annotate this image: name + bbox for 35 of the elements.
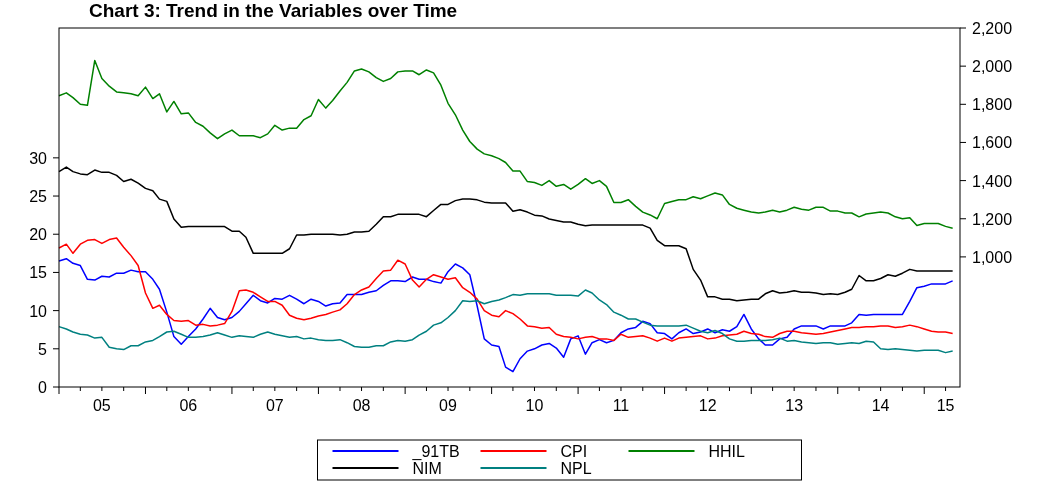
y-tick-label: 30 bbox=[29, 149, 48, 167]
chart-title: Chart 3: Trend in the Variables over Time bbox=[89, 0, 458, 21]
line-series bbox=[58, 289, 954, 354]
legend-label: _91TB bbox=[411, 443, 460, 461]
x-tick-label: 10 bbox=[525, 397, 544, 414]
y2-tick-label: 1,600 bbox=[972, 134, 1013, 152]
legend-label: NPL bbox=[560, 460, 592, 477]
y-tick-label: 15 bbox=[29, 264, 48, 282]
y2-tick-label: 1,200 bbox=[972, 210, 1013, 228]
x-tick-label: 06 bbox=[179, 397, 198, 414]
y2-tick-label: 1,800 bbox=[972, 96, 1013, 114]
y-tick-label: 0 bbox=[38, 379, 48, 396]
y2-tick-label: 2,000 bbox=[972, 58, 1013, 76]
y2-tick-label: 2,200 bbox=[972, 20, 1013, 37]
y-tick-label: 20 bbox=[29, 226, 48, 244]
y2-tick-label: 1,400 bbox=[972, 172, 1013, 190]
y-tick-label: 10 bbox=[29, 302, 48, 320]
x-tick-label: 11 bbox=[612, 397, 630, 414]
legend-label: HHIL bbox=[708, 443, 746, 460]
y2-tick-label: 1,000 bbox=[972, 248, 1013, 266]
y-tick-label: 25 bbox=[29, 188, 48, 206]
line-series bbox=[58, 59, 954, 230]
x-tick-label: 15 bbox=[936, 397, 955, 414]
line-series bbox=[58, 237, 954, 342]
legend-label: CPI bbox=[560, 443, 588, 460]
y-tick-label: 5 bbox=[38, 340, 48, 358]
x-tick-label: 08 bbox=[352, 397, 371, 414]
x-tick-label: 07 bbox=[265, 397, 284, 414]
x-tick-label: 09 bbox=[439, 397, 458, 414]
legend-label: NIM bbox=[412, 460, 442, 477]
x-tick-label: 12 bbox=[698, 397, 717, 414]
x-tick-label: 13 bbox=[785, 397, 804, 414]
x-tick-label: 05 bbox=[92, 397, 111, 414]
line-series bbox=[58, 257, 954, 373]
x-tick-label: 14 bbox=[871, 397, 890, 414]
